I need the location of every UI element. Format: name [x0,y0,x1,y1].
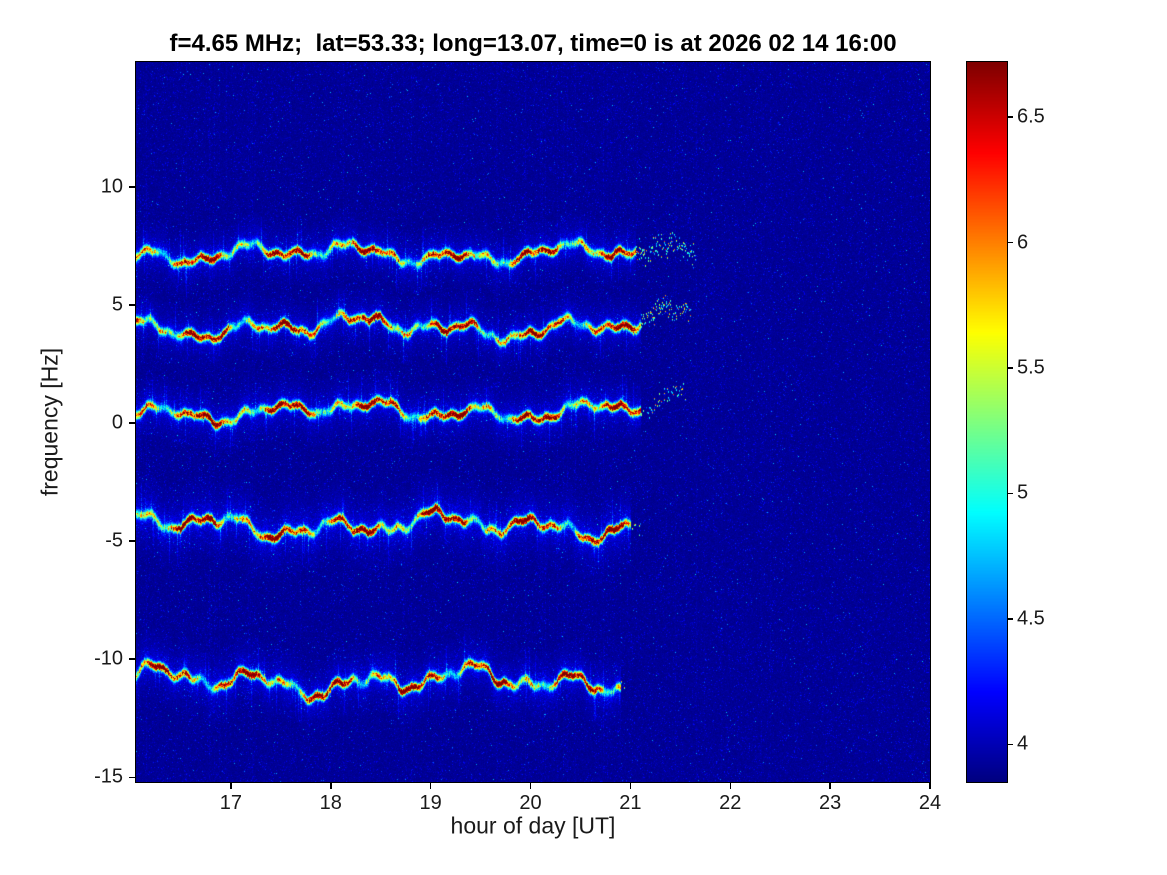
colorbar [966,61,1008,783]
y-tick-label: 5 [111,293,123,316]
x-tick-mark [429,782,432,789]
y-tick-label: 0 [111,411,123,434]
x-tick-label: 18 [319,792,342,814]
x-tick-mark [330,782,332,789]
y-tick-label: -10 [94,647,123,670]
colorbar-tick-label: 4 [1017,732,1029,755]
x-tick-mark [929,782,931,789]
colorbar-tick-label: 6 [1017,231,1029,254]
colorbar-canvas [967,62,1007,782]
colorbar-tick-label: 4.5 [1017,607,1045,630]
plot-area [135,61,931,783]
x-tick-label: 24 [918,792,942,814]
y-tick-label: -5 [105,529,123,552]
colorbar-tick-label: 5 [1017,481,1029,504]
x-tick-mark [230,782,232,789]
colorbar-tick-label: 6.5 [1017,105,1045,128]
x-tick-mark [729,782,731,789]
y-tick-label: -15 [94,765,123,788]
spectrogram-canvas [136,62,930,782]
x-tick-mark [629,782,632,789]
x-tick-label: 21 [619,792,642,814]
y-axis-label: frequency [Hz] [36,347,63,497]
x-tick-label: 23 [819,792,842,814]
x-tick-label: 19 [419,792,442,814]
x-tick-mark [529,782,532,789]
x-axis-label: hour of day [UT] [450,812,616,839]
x-tick-label: 22 [719,792,742,814]
colorbar-tick-label: 5.5 [1017,356,1045,379]
y-tick-label: 10 [100,175,123,198]
x-tick-mark [829,782,831,789]
x-tick-label: 17 [219,792,242,814]
chart-title: f=4.65 MHz; lat=53.33; long=13.07, time=… [169,30,897,57]
